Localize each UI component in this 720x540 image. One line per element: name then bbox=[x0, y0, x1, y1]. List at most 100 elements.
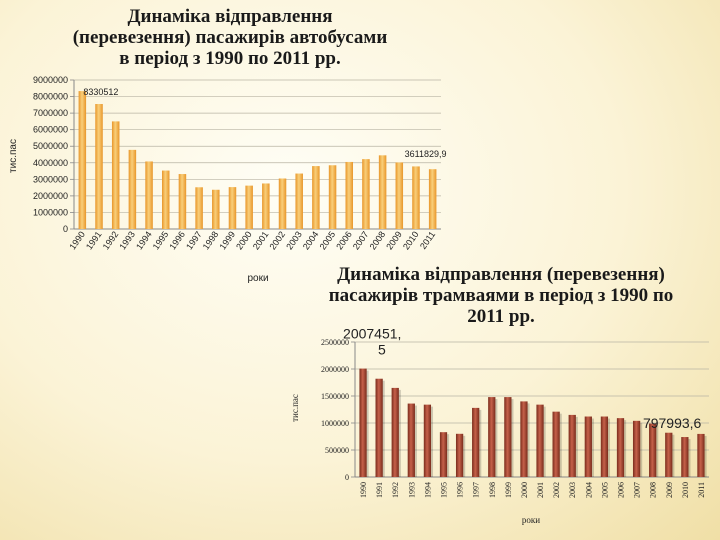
bus-x-tick-label: 1998 bbox=[201, 229, 221, 251]
bus-bar bbox=[95, 104, 103, 229]
tram-y-tick-label: 0 bbox=[345, 473, 349, 482]
bus-y-tick-label: 0 bbox=[63, 224, 68, 234]
tram-x-tick-label: 2004 bbox=[584, 482, 593, 498]
bus-x-tick-label: 2008 bbox=[368, 229, 388, 251]
bus-y-tick-label: 6000000 bbox=[33, 125, 68, 135]
bus-x-tick-label: 1990 bbox=[67, 229, 87, 251]
tram-x-tick-label: 2003 bbox=[568, 482, 577, 498]
tram-bar bbox=[665, 432, 673, 477]
bus-x-tick-label: 2007 bbox=[351, 229, 371, 251]
bus-x-tick-label: 2011 bbox=[418, 229, 437, 251]
bus-bar bbox=[295, 173, 303, 229]
bus-x-tick-label: 2006 bbox=[334, 229, 354, 251]
bus-y-tick-label: 9000000 bbox=[33, 75, 68, 85]
tram-bar bbox=[423, 404, 432, 477]
tram-bar bbox=[407, 403, 415, 477]
tram-bar bbox=[552, 411, 560, 477]
bus-y-axis-label: тис.пас bbox=[8, 139, 19, 173]
tram-x-tick-label: 2008 bbox=[649, 482, 658, 498]
tram-y-tick-label: 1500000 bbox=[321, 392, 349, 401]
tram-x-tick-label: 2002 bbox=[552, 482, 561, 498]
tram-x-tick-label: 1991 bbox=[375, 482, 384, 498]
bus-bar bbox=[395, 162, 404, 229]
bus-x-tick-label: 1992 bbox=[101, 229, 121, 251]
tram-bar bbox=[568, 414, 576, 477]
bus-bar bbox=[228, 187, 237, 229]
bus-y-tick-label: 1000000 bbox=[33, 207, 68, 217]
bus-y-tick-label: 8000000 bbox=[33, 92, 68, 102]
tram-x-tick-label: 2000 bbox=[520, 482, 529, 498]
tram-x-tick-label: 1993 bbox=[407, 482, 416, 498]
tram-x-axis-label: роки bbox=[522, 515, 540, 525]
bus-x-tick-label: 2004 bbox=[301, 229, 321, 251]
bus-x-tick-label: 1994 bbox=[134, 229, 154, 251]
bus-x-tick-label: 1999 bbox=[217, 229, 237, 251]
bus-y-tick-label: 7000000 bbox=[33, 108, 68, 118]
bus-bar bbox=[278, 178, 287, 229]
tram-bar bbox=[472, 407, 480, 477]
tram-bar bbox=[697, 433, 705, 477]
bus-x-tick-label: 1997 bbox=[184, 229, 204, 251]
tram-x-tick-label: 1996 bbox=[456, 482, 465, 498]
tram-x-tick-label: 2006 bbox=[617, 482, 626, 498]
tram-bar bbox=[584, 416, 592, 477]
tram-x-tick-label: 2001 bbox=[536, 482, 545, 498]
tram-x-tick-label: 1992 bbox=[391, 482, 400, 498]
bus-x-tick-label: 2010 bbox=[401, 229, 421, 251]
bus-bar bbox=[262, 183, 270, 229]
tram-x-tick-label: 2005 bbox=[600, 482, 609, 498]
tram-x-tick-label: 1995 bbox=[440, 482, 449, 498]
bus-x-tick-label: 2001 bbox=[251, 229, 271, 251]
tram-x-tick-label: 1997 bbox=[472, 482, 481, 498]
bus-x-tick-label: 1993 bbox=[117, 229, 137, 251]
tram-bar bbox=[600, 416, 609, 477]
bus-x-tick-label: 2000 bbox=[234, 229, 254, 251]
tram-bar bbox=[439, 432, 448, 477]
bus-bar bbox=[128, 149, 137, 229]
bus-x-tick-label: 2009 bbox=[384, 229, 404, 251]
tram-x-tick-label: 2011 bbox=[697, 482, 706, 498]
tram-bar bbox=[504, 397, 512, 477]
bus-y-tick-label: 3000000 bbox=[33, 174, 68, 184]
bus-x-tick-label: 1991 bbox=[84, 229, 104, 251]
tram-x-tick-label: 2007 bbox=[633, 482, 642, 498]
tram-x-tick-label: 2010 bbox=[681, 482, 690, 498]
tram-bar bbox=[632, 420, 641, 477]
tram-x-tick-label: 1994 bbox=[423, 482, 432, 498]
bus-bar bbox=[328, 165, 337, 229]
bus-bar bbox=[145, 161, 153, 229]
tram-data-label: 2007451, 5 bbox=[343, 326, 401, 358]
bus-bar bbox=[212, 189, 220, 229]
tram-bar bbox=[520, 401, 528, 477]
tram-x-tick-label: 2009 bbox=[665, 482, 674, 498]
bus-x-tick-label: 1996 bbox=[167, 229, 187, 251]
tram-chart-title: Динаміка відправлення (перевезення) паса… bbox=[328, 264, 674, 327]
tram-y-tick-label: 500000 bbox=[325, 446, 349, 455]
bus-y-tick-label: 5000000 bbox=[33, 141, 68, 151]
tram-data-label: 797993,6 bbox=[643, 415, 702, 431]
bus-y-tick-label: 2000000 bbox=[33, 191, 68, 201]
bus-x-axis-label: роки bbox=[247, 273, 268, 284]
tram-bar bbox=[375, 378, 383, 477]
tram-bar bbox=[681, 437, 689, 477]
tram-bar bbox=[649, 423, 657, 477]
bus-bar bbox=[312, 166, 320, 229]
tram-bar bbox=[488, 397, 496, 477]
tram-y-tick-label: 2500000 bbox=[321, 338, 349, 347]
bus-bar bbox=[378, 155, 387, 229]
bus-bar bbox=[428, 169, 437, 229]
bus-x-tick-label: 2005 bbox=[318, 229, 338, 251]
tram-bar bbox=[536, 404, 544, 477]
bus-chart-title: Динаміка відправлення (перевезення) паса… bbox=[72, 6, 388, 69]
tram-x-tick-label: 1998 bbox=[488, 482, 497, 498]
tram-bar bbox=[359, 368, 367, 477]
tram-y-tick-label: 1000000 bbox=[321, 419, 349, 428]
tram-y-tick-label: 2000000 bbox=[321, 365, 349, 374]
tram-x-tick-label: 1999 bbox=[504, 482, 513, 498]
bus-data-label: 8330512 bbox=[83, 87, 118, 97]
bus-bar bbox=[345, 161, 354, 229]
bus-bar bbox=[78, 91, 87, 230]
bus-bar bbox=[362, 159, 370, 229]
